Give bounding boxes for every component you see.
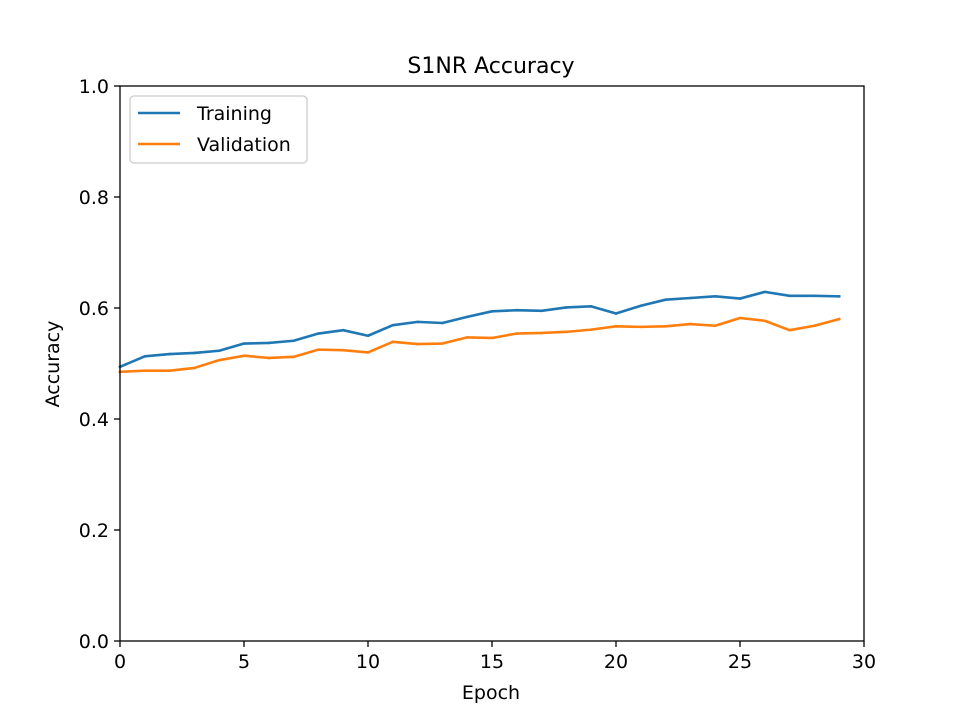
data-point-training bbox=[391, 323, 395, 327]
data-point-validation bbox=[217, 358, 221, 362]
data-point-training bbox=[217, 349, 221, 353]
data-point-validation bbox=[664, 325, 667, 328]
series-line-validation bbox=[118, 316, 841, 374]
data-point-training bbox=[589, 305, 593, 308]
x-axis-ticks: 0 5 10 15 20 25 30 bbox=[114, 641, 876, 673]
data-point-training bbox=[267, 341, 271, 345]
y-tick-label: 0.0 bbox=[79, 631, 109, 653]
data-point-training bbox=[341, 328, 345, 332]
y-axis-ticks: 0.0 0.2 0.4 0.6 0.8 1.0 bbox=[79, 76, 120, 653]
data-point-validation bbox=[565, 330, 568, 334]
data-point-validation bbox=[441, 342, 444, 345]
data-point-validation bbox=[391, 340, 395, 344]
data-point-training bbox=[689, 296, 692, 300]
legend: Training Validation bbox=[129, 95, 308, 164]
data-point-validation bbox=[515, 332, 519, 335]
data-point-training bbox=[143, 354, 147, 358]
data-point-training bbox=[366, 334, 370, 338]
data-point-validation bbox=[788, 328, 791, 332]
data-point-validation bbox=[242, 354, 246, 358]
data-point-training bbox=[738, 297, 742, 300]
series-line-training bbox=[118, 290, 841, 369]
data-point-training bbox=[193, 351, 196, 355]
data-point-validation bbox=[837, 317, 841, 321]
data-point-training bbox=[813, 294, 816, 298]
x-tick-label: 30 bbox=[852, 651, 876, 673]
data-point-validation bbox=[689, 322, 692, 326]
data-point-validation bbox=[540, 331, 543, 335]
data-point-validation bbox=[465, 336, 469, 339]
data-point-training bbox=[515, 308, 519, 312]
data-point-validation bbox=[589, 328, 593, 331]
data-point-validation bbox=[713, 324, 717, 328]
data-point-validation bbox=[193, 366, 196, 370]
data-point-validation bbox=[317, 348, 320, 351]
series-layer bbox=[118, 290, 841, 374]
x-axis-label: Epoch bbox=[462, 682, 520, 704]
data-point-training bbox=[837, 295, 841, 298]
data-point-training bbox=[242, 342, 246, 345]
data-point-validation bbox=[639, 325, 643, 329]
data-point-validation bbox=[416, 342, 419, 346]
x-tick-label: 25 bbox=[728, 651, 752, 673]
x-tick-label: 0 bbox=[114, 651, 126, 673]
data-point-validation bbox=[813, 324, 816, 328]
data-point-training bbox=[317, 332, 320, 335]
data-point-validation bbox=[143, 369, 147, 373]
data-point-validation bbox=[763, 319, 767, 323]
data-point-validation bbox=[267, 356, 271, 360]
data-point-validation bbox=[366, 351, 370, 354]
data-point-training bbox=[292, 339, 295, 343]
data-point-training bbox=[465, 315, 469, 319]
data-point-training bbox=[168, 352, 171, 356]
y-tick-label: 0.2 bbox=[79, 520, 109, 542]
y-tick-label: 1.0 bbox=[79, 76, 109, 98]
x-tick-label: 15 bbox=[480, 651, 504, 673]
y-tick-label: 0.8 bbox=[79, 187, 109, 209]
data-point-training bbox=[614, 312, 618, 315]
x-tick-label: 5 bbox=[238, 651, 250, 673]
data-point-training bbox=[788, 294, 791, 298]
data-point-training bbox=[639, 304, 643, 308]
data-point-training bbox=[713, 295, 717, 298]
y-tick-label: 0.4 bbox=[79, 409, 109, 431]
legend-label-training: Training bbox=[196, 103, 272, 125]
data-point-validation bbox=[341, 348, 345, 352]
x-tick-label: 10 bbox=[356, 651, 380, 673]
data-point-training bbox=[763, 290, 767, 294]
chart-title: S1NR Accuracy bbox=[407, 54, 574, 79]
data-point-validation bbox=[490, 336, 494, 340]
data-point-validation bbox=[168, 369, 171, 373]
data-point-validation bbox=[614, 325, 618, 328]
data-point-validation bbox=[292, 355, 295, 359]
x-tick-label: 20 bbox=[604, 651, 628, 673]
data-point-training bbox=[664, 298, 667, 301]
legend-label-validation: Validation bbox=[197, 134, 291, 156]
y-axis-label: Accuracy bbox=[42, 321, 64, 408]
y-tick-label: 0.6 bbox=[79, 298, 109, 320]
data-point-validation bbox=[738, 316, 742, 320]
data-point-training bbox=[416, 320, 419, 324]
data-point-training bbox=[441, 321, 444, 325]
data-point-training bbox=[565, 306, 568, 309]
data-point-training bbox=[490, 310, 494, 313]
data-point-training bbox=[540, 309, 543, 313]
